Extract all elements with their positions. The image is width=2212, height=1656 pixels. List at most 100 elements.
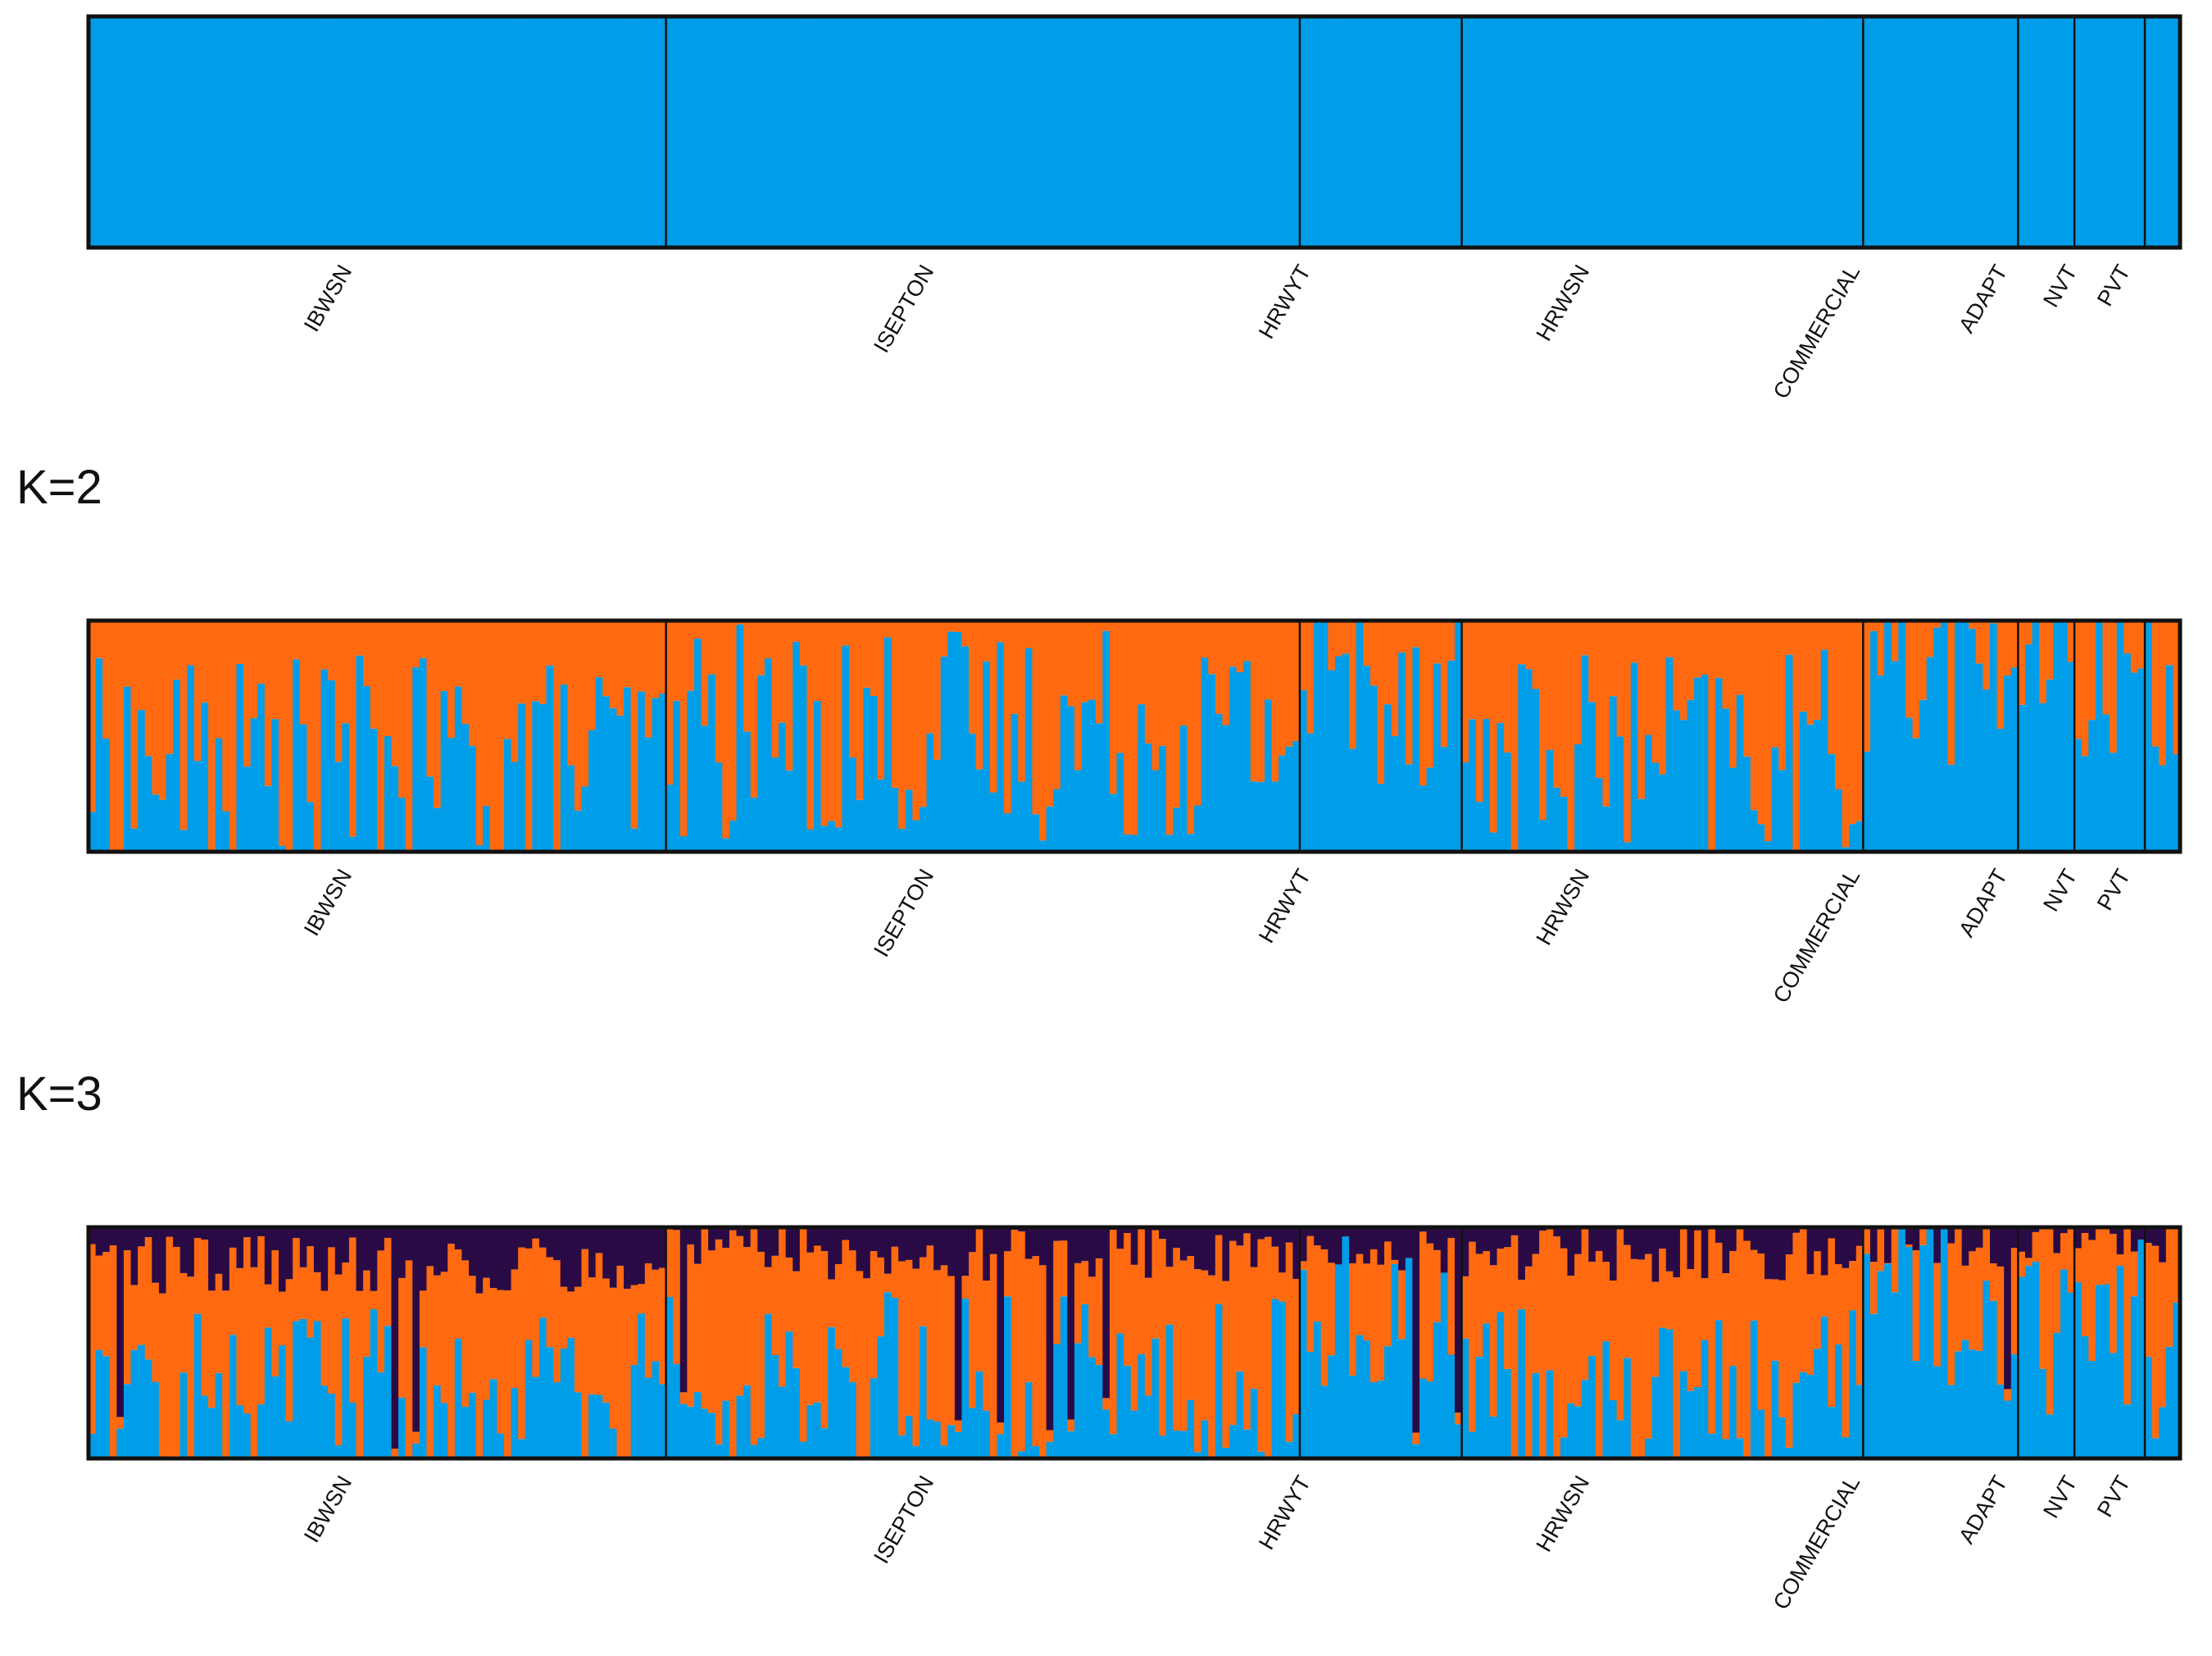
bar-segment-blue — [440, 690, 448, 852]
bar-segment-orange — [1391, 1259, 1399, 1265]
bar-segment-orange — [799, 621, 808, 666]
bar-segment-blue — [1869, 16, 1878, 248]
bar-segment-orange — [412, 1431, 420, 1444]
bar-segment-blue — [926, 733, 934, 852]
bar-segment-blue — [1581, 16, 1589, 248]
bar-segment-blue — [511, 16, 519, 248]
bar-segment-dark — [1701, 1227, 1709, 1279]
bar-segment-blue — [1250, 781, 1258, 852]
bar-segment-blue — [1151, 1338, 1160, 1458]
bar-segment-orange — [1560, 1248, 1569, 1438]
bar-segment-orange — [1130, 1264, 1138, 1411]
bar-segment-blue — [525, 1340, 533, 1458]
bar-segment-dark — [1215, 1227, 1224, 1235]
bar-segment-blue — [1264, 699, 1273, 852]
bar-segment-blue — [1849, 1310, 1857, 1458]
bar-segment-dark — [1637, 1227, 1646, 1260]
bar-segment-blue — [574, 1392, 583, 1458]
bar-segment-orange — [673, 621, 681, 701]
bar-segment-blue — [1377, 1380, 1385, 1458]
bar-segment-orange — [1447, 1238, 1456, 1355]
bar-segment-orange — [1124, 1232, 1132, 1366]
bar-segment-blue — [313, 16, 322, 248]
bar-segment-orange — [750, 621, 758, 798]
bar-segment-orange — [574, 1286, 583, 1393]
bar-segment-blue — [193, 1313, 202, 1458]
bar-segment-blue — [793, 641, 801, 852]
bar-segment-orange — [511, 1269, 519, 1389]
bar-segment-blue — [863, 687, 871, 852]
bar-segment-orange — [779, 1227, 787, 1387]
bar-segment-blue — [1602, 16, 1610, 248]
bar-segment-orange — [779, 621, 787, 723]
bar-segment-blue — [665, 1296, 674, 1458]
bar-segment-dark — [158, 1227, 167, 1294]
bar-segment-orange — [1504, 621, 1512, 753]
bar-segment-orange — [1722, 1273, 1730, 1440]
bar-segment-dark — [342, 1227, 350, 1263]
bar-segment-blue — [546, 1347, 554, 1458]
bar-segment-dark — [1447, 1227, 1456, 1239]
bar-segment-blue — [1743, 756, 1751, 852]
bar-segment-blue — [863, 16, 871, 248]
bar-segment-blue — [722, 1400, 730, 1458]
bar-segment-orange — [1869, 621, 1878, 631]
bar-segment-blue — [538, 703, 547, 852]
bar-segment-dark — [1750, 1227, 1759, 1250]
bar-segment-orange — [243, 621, 252, 767]
bar-segment-orange — [2024, 621, 2033, 644]
bar-segment-orange — [926, 621, 934, 734]
bar-segment-orange — [1855, 621, 1864, 821]
bar-segment-orange — [538, 621, 547, 704]
bar-segment-orange — [947, 1276, 956, 1426]
bar-segment-blue — [158, 799, 167, 852]
bar-segment-blue — [983, 661, 991, 852]
bar-segment-blue — [834, 827, 843, 852]
bar-segment-blue — [954, 631, 963, 852]
bar-segment-blue — [2046, 16, 2054, 248]
bar-segment-blue — [1165, 16, 1174, 248]
bar-segment-blue — [652, 1361, 660, 1458]
bar-segment-blue — [2173, 16, 2181, 248]
bar-segment-blue — [898, 828, 906, 852]
bar-segment-blue — [1961, 1340, 1969, 1458]
bar-segment-blue — [1736, 1438, 1744, 1458]
bar-segment-blue — [595, 1394, 603, 1458]
bar-segment-blue — [2102, 1284, 2110, 1458]
bar-segment-blue — [1039, 16, 1047, 248]
bar-segment-blue — [715, 1444, 723, 1458]
bar-segment-dark — [1905, 1227, 1914, 1245]
bar-segment-blue — [447, 738, 456, 852]
bar-segment-orange — [1229, 1240, 1238, 1426]
bar-segment-dark — [1243, 1227, 1251, 1234]
bar-segment-orange — [553, 1260, 561, 1382]
bar-segment-orange — [2074, 1248, 2083, 1283]
bar-segment-blue — [1765, 841, 1773, 852]
bar-segment-blue — [250, 717, 258, 852]
bar-segment-blue — [2010, 667, 2019, 852]
bar-segment-blue — [152, 794, 160, 852]
bar-segment-dark — [264, 1227, 273, 1285]
bar-segment-dark — [475, 1227, 484, 1294]
bar-segment-blue — [1955, 1351, 1963, 1458]
bar-segment-blue — [1687, 699, 1695, 852]
bar-segment-blue — [1919, 1244, 1928, 1458]
bar-segment-blue — [644, 1377, 653, 1458]
bar-segment-orange — [1659, 1249, 1667, 1328]
bar-segment-dark — [1820, 1227, 1828, 1276]
bar-segment-orange — [630, 621, 638, 829]
bar-segment-blue — [2151, 16, 2160, 248]
bar-segment-orange — [201, 621, 209, 703]
bar-segment-orange — [489, 621, 497, 852]
bar-segment-orange — [2046, 621, 2054, 680]
bar-segment-blue — [729, 821, 738, 852]
bar-segment-orange — [109, 1245, 117, 1458]
bar-segment-orange — [912, 1268, 920, 1446]
bar-segment-orange — [1292, 1279, 1301, 1414]
bar-segment-blue — [933, 16, 942, 248]
bar-segment-blue — [1842, 16, 1850, 248]
bar-segment-blue — [997, 1434, 1005, 1458]
bar-segment-blue — [581, 16, 589, 248]
bar-segment-blue — [1785, 1447, 1794, 1458]
bar-segment-orange — [997, 621, 1005, 643]
